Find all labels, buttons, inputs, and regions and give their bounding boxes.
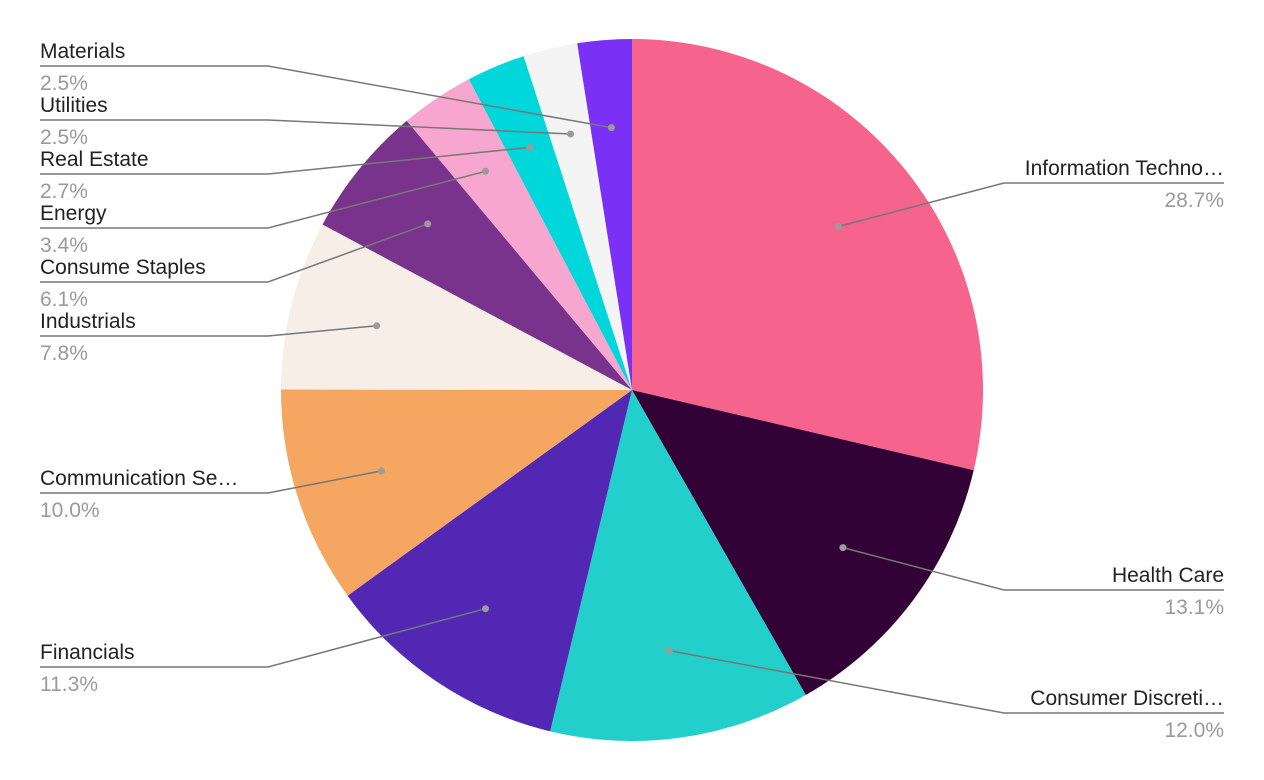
slice-label-real-estate: Real Estate (40, 148, 149, 171)
slice-percent-industrials: 7.8% (40, 342, 88, 365)
slice-label-communication-se: Communication Se… (40, 467, 238, 490)
slice-label-information-techno: Information Techno… (1025, 157, 1224, 180)
slice-label-financials: Financials (40, 641, 135, 664)
leader-dot-consume-staples (424, 220, 432, 228)
pie-slice-materials (577, 39, 632, 390)
leader-dot-real-estate (526, 143, 534, 151)
leader-dot-materials (607, 124, 615, 132)
slice-percent-consumer-discreti: 12.0% (1164, 719, 1224, 742)
leader-line-consume-staples (40, 223, 428, 283)
slice-percent-information-techno: 28.7% (1164, 189, 1224, 212)
leader-dot-communication-se (378, 467, 385, 475)
leader-line-health-care (842, 546, 1224, 591)
slice-label-materials: Materials (40, 40, 125, 63)
pie-slice-information-techno (632, 39, 983, 471)
leader-line-real-estate (40, 146, 530, 175)
leader-line-information-techno (838, 182, 1224, 228)
leader-dot-health-care (839, 544, 847, 552)
slice-label-utilities: Utilities (40, 94, 108, 117)
slice-percent-financials: 11.3% (40, 673, 98, 696)
slice-percent-health-care: 13.1% (1164, 596, 1224, 619)
slice-labels: Information Techno… 28.7% Health Care 13.1%… (40, 40, 1224, 742)
leader-lines (40, 65, 1224, 714)
pie-slices (280, 39, 983, 741)
pie-slice-real-estate (468, 56, 632, 391)
pie-slice-financials (347, 390, 632, 732)
leader-line-utilities (40, 119, 571, 135)
slice-percent-energy: 3.4% (40, 234, 88, 257)
leader-line-industrials (40, 325, 377, 337)
pie-slice-consume-staples (322, 120, 632, 391)
slice-percent-utilities: 2.5% (40, 126, 88, 149)
slice-label-health-care: Health Care (1112, 564, 1224, 587)
leader-line-consumer-discreti (668, 649, 1224, 714)
pie-slice-industrials (281, 224, 632, 390)
pie-slice-health-care (632, 390, 974, 695)
pie-slice-energy (406, 79, 632, 390)
leader-dot-utilities (567, 130, 575, 138)
pie-slice-utilities (523, 43, 632, 391)
slice-percent-real-estate: 2.7% (40, 180, 88, 203)
slice-label-consumer-discreti: Consumer Discreti… (1030, 687, 1224, 710)
slice-percent-materials: 2.5% (40, 72, 88, 95)
slice-label-energy: Energy (40, 202, 107, 225)
slice-percent-consume-staples: 6.1% (40, 288, 88, 311)
slice-label-consume-staples: Consume Staples (40, 256, 206, 279)
leader-dot-energy (482, 167, 489, 175)
leader-line-energy (40, 170, 486, 229)
leader-line-financials (40, 607, 486, 668)
slice-percent-communication-se: 10.0% (40, 499, 100, 522)
leader-dot-information-techno (834, 223, 842, 230)
leader-line-materials (40, 65, 612, 129)
leader-line-communication-se (40, 470, 382, 494)
slice-label-industrials: Industrials (40, 310, 136, 333)
pie-slice-communication-se (280, 389, 632, 596)
leader-dot-industrials (373, 322, 381, 330)
leader-dot-consumer-discreti (665, 647, 673, 655)
pie-slice-consumer-discreti (550, 390, 806, 741)
leader-dot-financials (482, 605, 489, 613)
